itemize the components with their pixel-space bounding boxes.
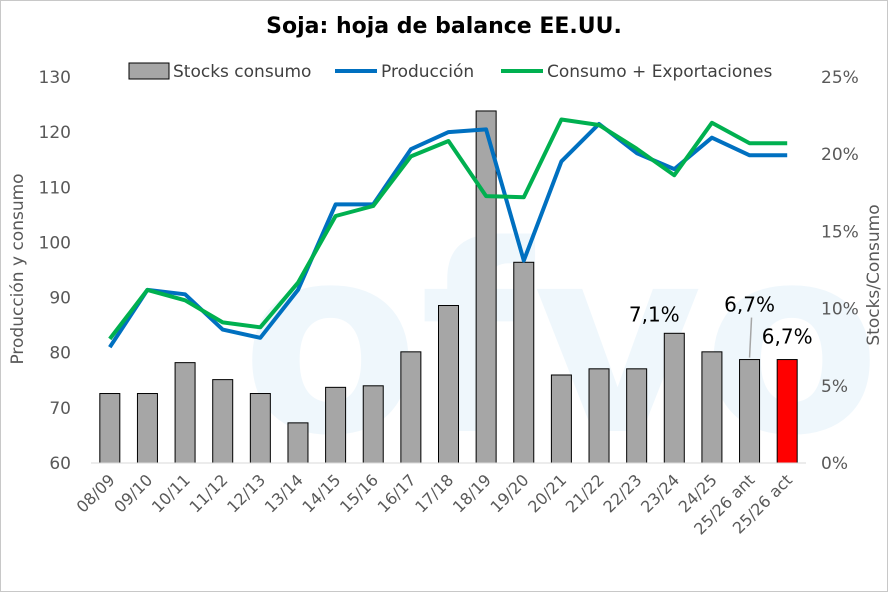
x-tick-label: 10/11 xyxy=(148,470,194,516)
y-left-tick-label: 80 xyxy=(49,344,71,364)
y-left-tick-label: 90 xyxy=(49,289,71,309)
legend-label-produccion: Producción xyxy=(381,62,474,82)
y-left-axis-label: Producción y consumo xyxy=(8,173,28,364)
y-right-tick-label: 25% xyxy=(821,68,859,88)
legend-label-consumo: Consumo + Exportaciones xyxy=(547,62,772,82)
bar-stocks-16-17 xyxy=(400,351,422,464)
y-right-tick-label: 10% xyxy=(821,300,859,320)
x-tick-label: 11/12 xyxy=(185,470,231,516)
annotation-leader xyxy=(748,317,753,358)
bar-stocks-12-13 xyxy=(249,393,271,464)
bar-stocks-11-12 xyxy=(212,379,234,464)
bar-stocks-20-21 xyxy=(550,374,572,464)
bar-stocks-25-26-act xyxy=(776,359,798,464)
annotation-label: 7,1% xyxy=(629,302,680,326)
y-left-tick-label: 130 xyxy=(39,68,71,88)
bar-stocks-17-18 xyxy=(438,305,459,464)
y-right-tick-label: 20% xyxy=(821,145,859,165)
bar-stocks-24-25 xyxy=(701,351,723,464)
line-producci-n xyxy=(108,121,788,349)
y-right-ticks: 0% 5% 10% 15% 20% 25% xyxy=(821,68,859,474)
annotation-label: 6,7% xyxy=(724,293,775,317)
bar-stocks-13-14 xyxy=(287,422,309,464)
line-consumo-exportaciones xyxy=(108,117,788,341)
annotations: 7,1% 6,7% 6,7% xyxy=(629,293,813,358)
bar-stocks-18-19 xyxy=(475,110,497,464)
y-left-tick-label: 70 xyxy=(49,399,71,419)
y-left-tick-label: 100 xyxy=(39,233,71,253)
bar-stocks-10-11 xyxy=(174,362,196,464)
y-left-tick-label: 110 xyxy=(39,178,71,198)
legend: Stocks consumo Producción Consumo + Expo… xyxy=(128,62,772,82)
y-right-tick-label: 15% xyxy=(821,222,859,242)
chart-title: Soja: hoja de balance EE.UU. xyxy=(266,14,622,39)
y-right-axis-label: Stocks/Consumo xyxy=(864,204,884,345)
legend-swatch-stocks xyxy=(128,62,170,80)
bars xyxy=(99,110,798,464)
bar-stocks-15-16 xyxy=(362,385,384,464)
bar-stocks-09-10 xyxy=(136,393,158,464)
y-right-tick-label: 0% xyxy=(821,454,848,474)
bar-stocks-19-20 xyxy=(513,261,535,464)
lines xyxy=(108,117,788,349)
bar-stocks-25-26-ant xyxy=(739,359,761,464)
y-left-tick-label: 120 xyxy=(39,123,71,143)
legend-label-stocks: Stocks consumo xyxy=(173,62,311,82)
y-right-tick-label: 5% xyxy=(821,377,848,397)
x-tick-label: 09/10 xyxy=(110,470,156,516)
bar-stocks-22-23 xyxy=(626,368,648,464)
annotation-label: 6,7% xyxy=(762,325,813,349)
bar-stocks-08-09 xyxy=(99,393,121,464)
y-left-tick-label: 60 xyxy=(49,454,71,474)
y-left-ticks: 60 70 80 90 100 110 120 130 xyxy=(39,68,71,474)
x-tick-label: 08/09 xyxy=(73,470,119,516)
bar-stocks-23-24 xyxy=(663,332,685,464)
bar-stocks-14-15 xyxy=(325,386,347,464)
bar-stocks-21-22 xyxy=(588,368,610,464)
